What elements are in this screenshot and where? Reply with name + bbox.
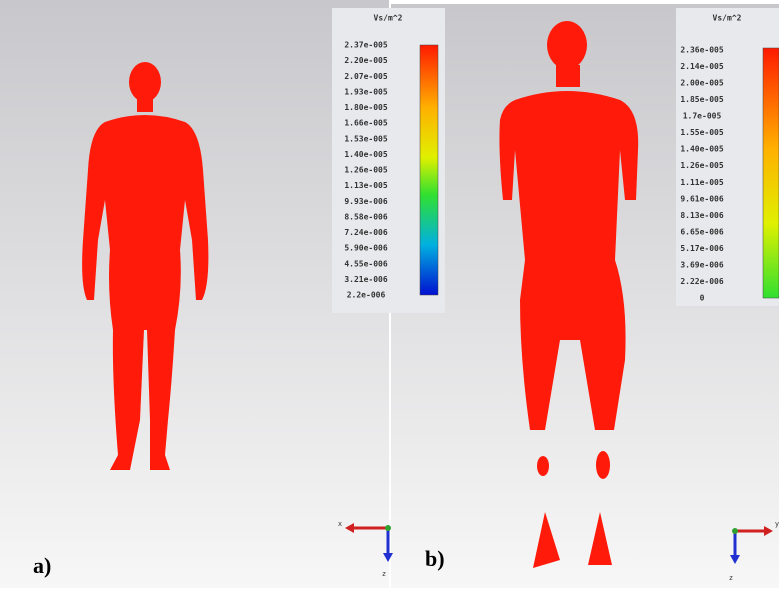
scale-label: 7.24e-006 [344, 228, 388, 237]
axis-label: z [382, 570, 386, 578]
colorbar-a [419, 44, 439, 296]
panel-label: a) [33, 553, 51, 578]
scale-label: 2.22e-006 [680, 277, 724, 286]
scale-label: 1.80e-005 [344, 103, 388, 112]
scale-label: 8.58e-006 [344, 212, 388, 221]
scale-label: 1.26e-005 [680, 161, 724, 170]
legend-box-b [676, 8, 779, 306]
scale-label: 1.40e-005 [680, 145, 724, 154]
scale-label: 1.53e-005 [344, 134, 388, 143]
scale-label: 0 [700, 294, 705, 303]
scale-label: 4.55e-006 [344, 259, 388, 268]
scale-label: 8.13e-006 [680, 211, 724, 220]
scale-label: 3.21e-006 [344, 275, 388, 284]
scale-label: 9.61e-006 [680, 194, 724, 203]
scale-label: 2.00e-005 [680, 79, 724, 88]
scale-label: 6.65e-006 [680, 227, 724, 236]
scale-label: 2.20e-005 [344, 56, 388, 65]
scale-label: 1.55e-005 [680, 128, 724, 137]
scale-label: 3.69e-006 [680, 260, 724, 269]
scale-label: 9.93e-006 [344, 197, 388, 206]
body-a [82, 62, 209, 470]
scale-label: 2.14e-005 [680, 62, 724, 71]
scale-label: 5.17e-006 [680, 244, 724, 253]
panel-a-bg [0, 0, 389, 588]
scale-label: 2.37e-005 [344, 41, 388, 50]
scale-label: 1.13e-005 [344, 181, 388, 190]
scale-label: 1.40e-005 [344, 150, 388, 159]
scale-label: 2.2e-006 [347, 291, 386, 300]
scale-label: 1.66e-005 [344, 119, 388, 128]
panel-label: b) [425, 546, 445, 571]
scale-label: 1.26e-005 [344, 166, 388, 175]
unit-label: Vs/m^2 [713, 14, 742, 23]
axis-icon-a [345, 523, 393, 562]
scale-label: 1.85e-005 [680, 95, 724, 104]
axis-label: y [775, 520, 779, 528]
scale-label: 2.36e-005 [680, 46, 724, 55]
axis-icon-b [730, 526, 773, 564]
scale-label: 2.07e-005 [344, 72, 388, 81]
axis-label: x [338, 520, 342, 528]
scale-label: 1.93e-005 [344, 87, 388, 96]
unit-label: Vs/m^2 [374, 14, 403, 23]
scale-label: 1.11e-005 [680, 178, 724, 187]
axis-label: z [729, 574, 733, 582]
scale-label: 1.7e-005 [683, 112, 722, 121]
body-b [499, 21, 639, 568]
colorbar-b [762, 47, 779, 299]
scale-label: 5.90e-006 [344, 244, 388, 253]
